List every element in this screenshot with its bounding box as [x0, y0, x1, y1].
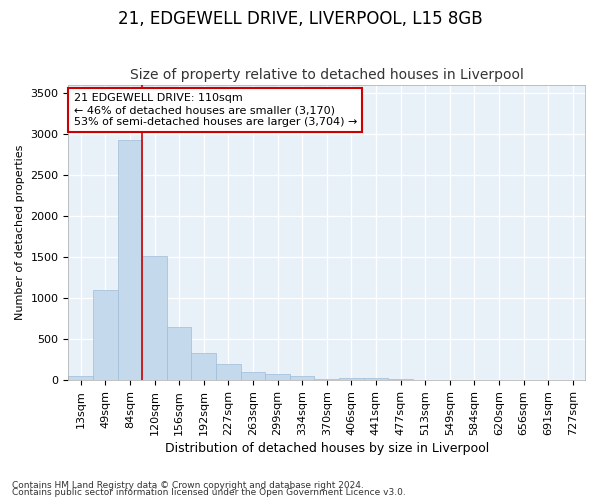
Bar	[265, 374, 290, 380]
Y-axis label: Number of detached properties: Number of detached properties	[15, 144, 25, 320]
Bar	[216, 364, 241, 380]
Text: 21 EDGEWELL DRIVE: 110sqm
← 46% of detached houses are smaller (3,170)
53% of se: 21 EDGEWELL DRIVE: 110sqm ← 46% of detac…	[74, 94, 357, 126]
Bar	[142, 256, 167, 380]
Bar	[290, 376, 314, 380]
Text: Contains public sector information licensed under the Open Government Licence v3: Contains public sector information licen…	[12, 488, 406, 497]
Bar	[241, 372, 265, 380]
Bar	[68, 376, 93, 380]
X-axis label: Distribution of detached houses by size in Liverpool: Distribution of detached houses by size …	[164, 442, 489, 455]
Bar	[167, 327, 191, 380]
Bar	[339, 378, 364, 380]
Text: 21, EDGEWELL DRIVE, LIVERPOOL, L15 8GB: 21, EDGEWELL DRIVE, LIVERPOOL, L15 8GB	[118, 10, 482, 28]
Bar	[118, 140, 142, 380]
Text: Contains HM Land Registry data © Crown copyright and database right 2024.: Contains HM Land Registry data © Crown c…	[12, 480, 364, 490]
Title: Size of property relative to detached houses in Liverpool: Size of property relative to detached ho…	[130, 68, 524, 82]
Bar	[93, 290, 118, 380]
Bar	[191, 353, 216, 380]
Bar	[364, 378, 388, 380]
Bar	[314, 378, 339, 380]
